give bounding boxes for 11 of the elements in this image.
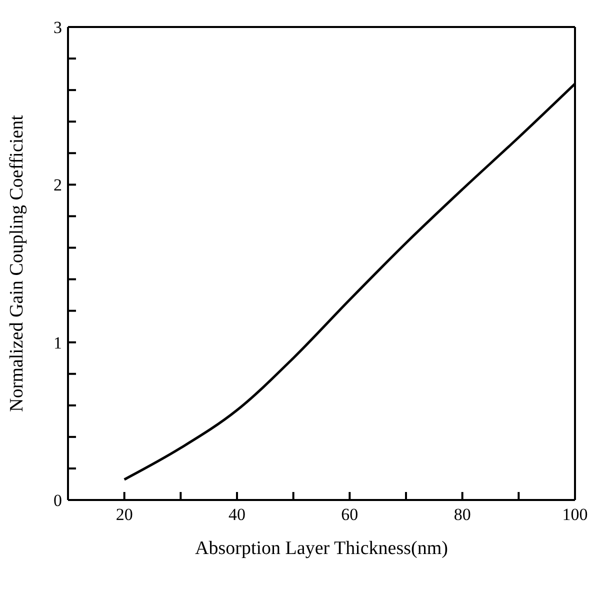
y-tick-label: 0 — [54, 491, 62, 510]
y-tick-label: 1 — [54, 333, 62, 352]
x-tick-label: 100 — [562, 505, 588, 524]
y-tick-label: 2 — [54, 176, 62, 195]
x-axis-title: Absorption Layer Thickness(nm) — [195, 538, 448, 559]
y-tick-label: 3 — [54, 18, 62, 38]
x-tick-label: 20 — [116, 505, 133, 524]
x-tick-label: 80 — [454, 505, 471, 524]
x-tick-label: 60 — [341, 505, 358, 524]
y-axis-title: Normalized Gain Coupling Coefficient — [6, 114, 28, 412]
x-tick-label: 40 — [228, 505, 246, 524]
